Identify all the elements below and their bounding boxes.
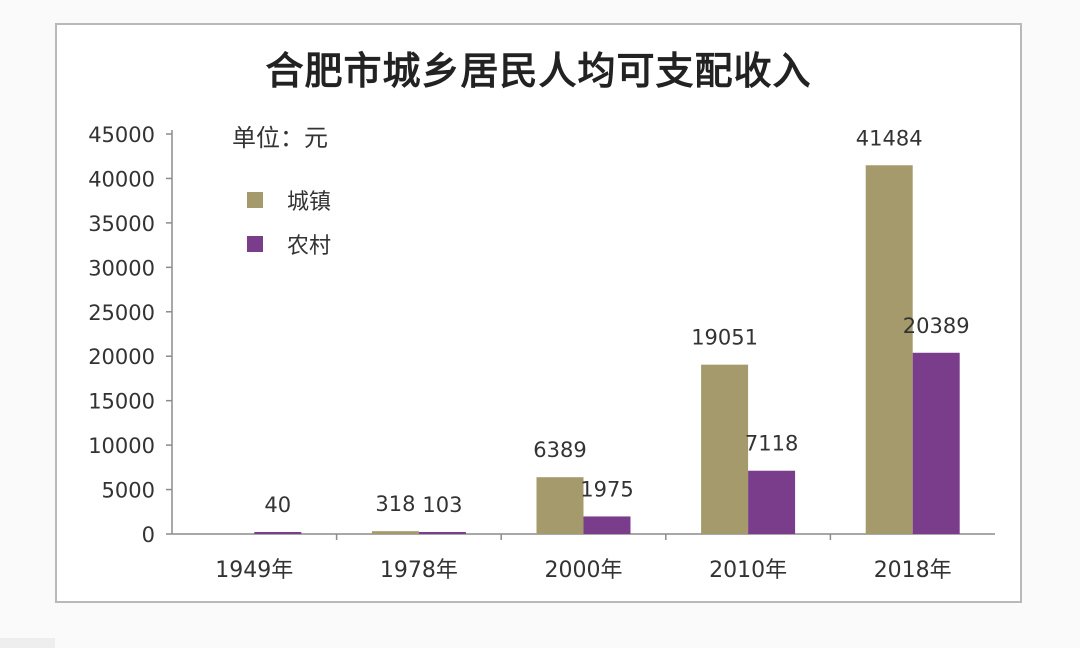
x-tick-label: 1949年 <box>215 558 293 583</box>
y-tick-label: 25000 <box>88 301 155 325</box>
data-label-urban: 19051 <box>691 326 758 350</box>
data-label-rural: 1975 <box>580 477 633 501</box>
x-tick-label: 2000年 <box>545 558 623 583</box>
legend-swatch-rural <box>247 236 263 252</box>
legend-label-rural: 农村 <box>287 234 332 259</box>
data-label-urban: 318 <box>375 492 415 516</box>
bar-rural <box>583 516 631 534</box>
x-tick-label: 2010年 <box>709 558 787 583</box>
y-tick-label: 40000 <box>88 167 155 191</box>
y-tick-label: 30000 <box>88 256 155 280</box>
legend-label-urban: 城镇 <box>287 190 332 215</box>
data-label-rural: 20389 <box>903 314 970 338</box>
footer-mark <box>0 638 55 648</box>
x-tick-label: 1978年 <box>380 558 458 583</box>
data-label-rural: 7118 <box>745 432 798 456</box>
y-tick-label: 15000 <box>88 390 155 414</box>
bar-rural <box>418 532 466 534</box>
legend-item-rural: 农村 <box>247 228 331 260</box>
y-tick-label: 20000 <box>88 345 155 369</box>
bar-rural <box>912 352 960 534</box>
y-tick-label: 45000 <box>88 123 155 147</box>
unit-label: 单位：元 <box>232 124 328 152</box>
x-tick-label: 2018年 <box>874 558 952 583</box>
legend-item-urban: 城镇 <box>247 184 331 216</box>
y-tick-label: 5000 <box>102 479 155 503</box>
bar-urban <box>536 477 584 534</box>
chart-title: 合肥市城乡居民人均可支配收入 <box>265 49 812 93</box>
data-label-urban: 6389 <box>533 438 586 462</box>
bar-rural <box>254 532 302 534</box>
data-label-rural: 40 <box>264 493 291 517</box>
y-tick-label: 10000 <box>88 434 155 458</box>
y-tick-label: 0 <box>142 523 155 547</box>
bar-urban <box>371 531 419 534</box>
bar-urban <box>701 364 749 534</box>
bar-urban <box>865 165 913 534</box>
data-label-rural: 103 <box>422 493 462 517</box>
bar-rural <box>748 470 796 534</box>
data-label-urban: 41484 <box>856 126 923 150</box>
y-tick-label: 35000 <box>88 212 155 236</box>
legend-swatch-urban <box>247 192 263 208</box>
